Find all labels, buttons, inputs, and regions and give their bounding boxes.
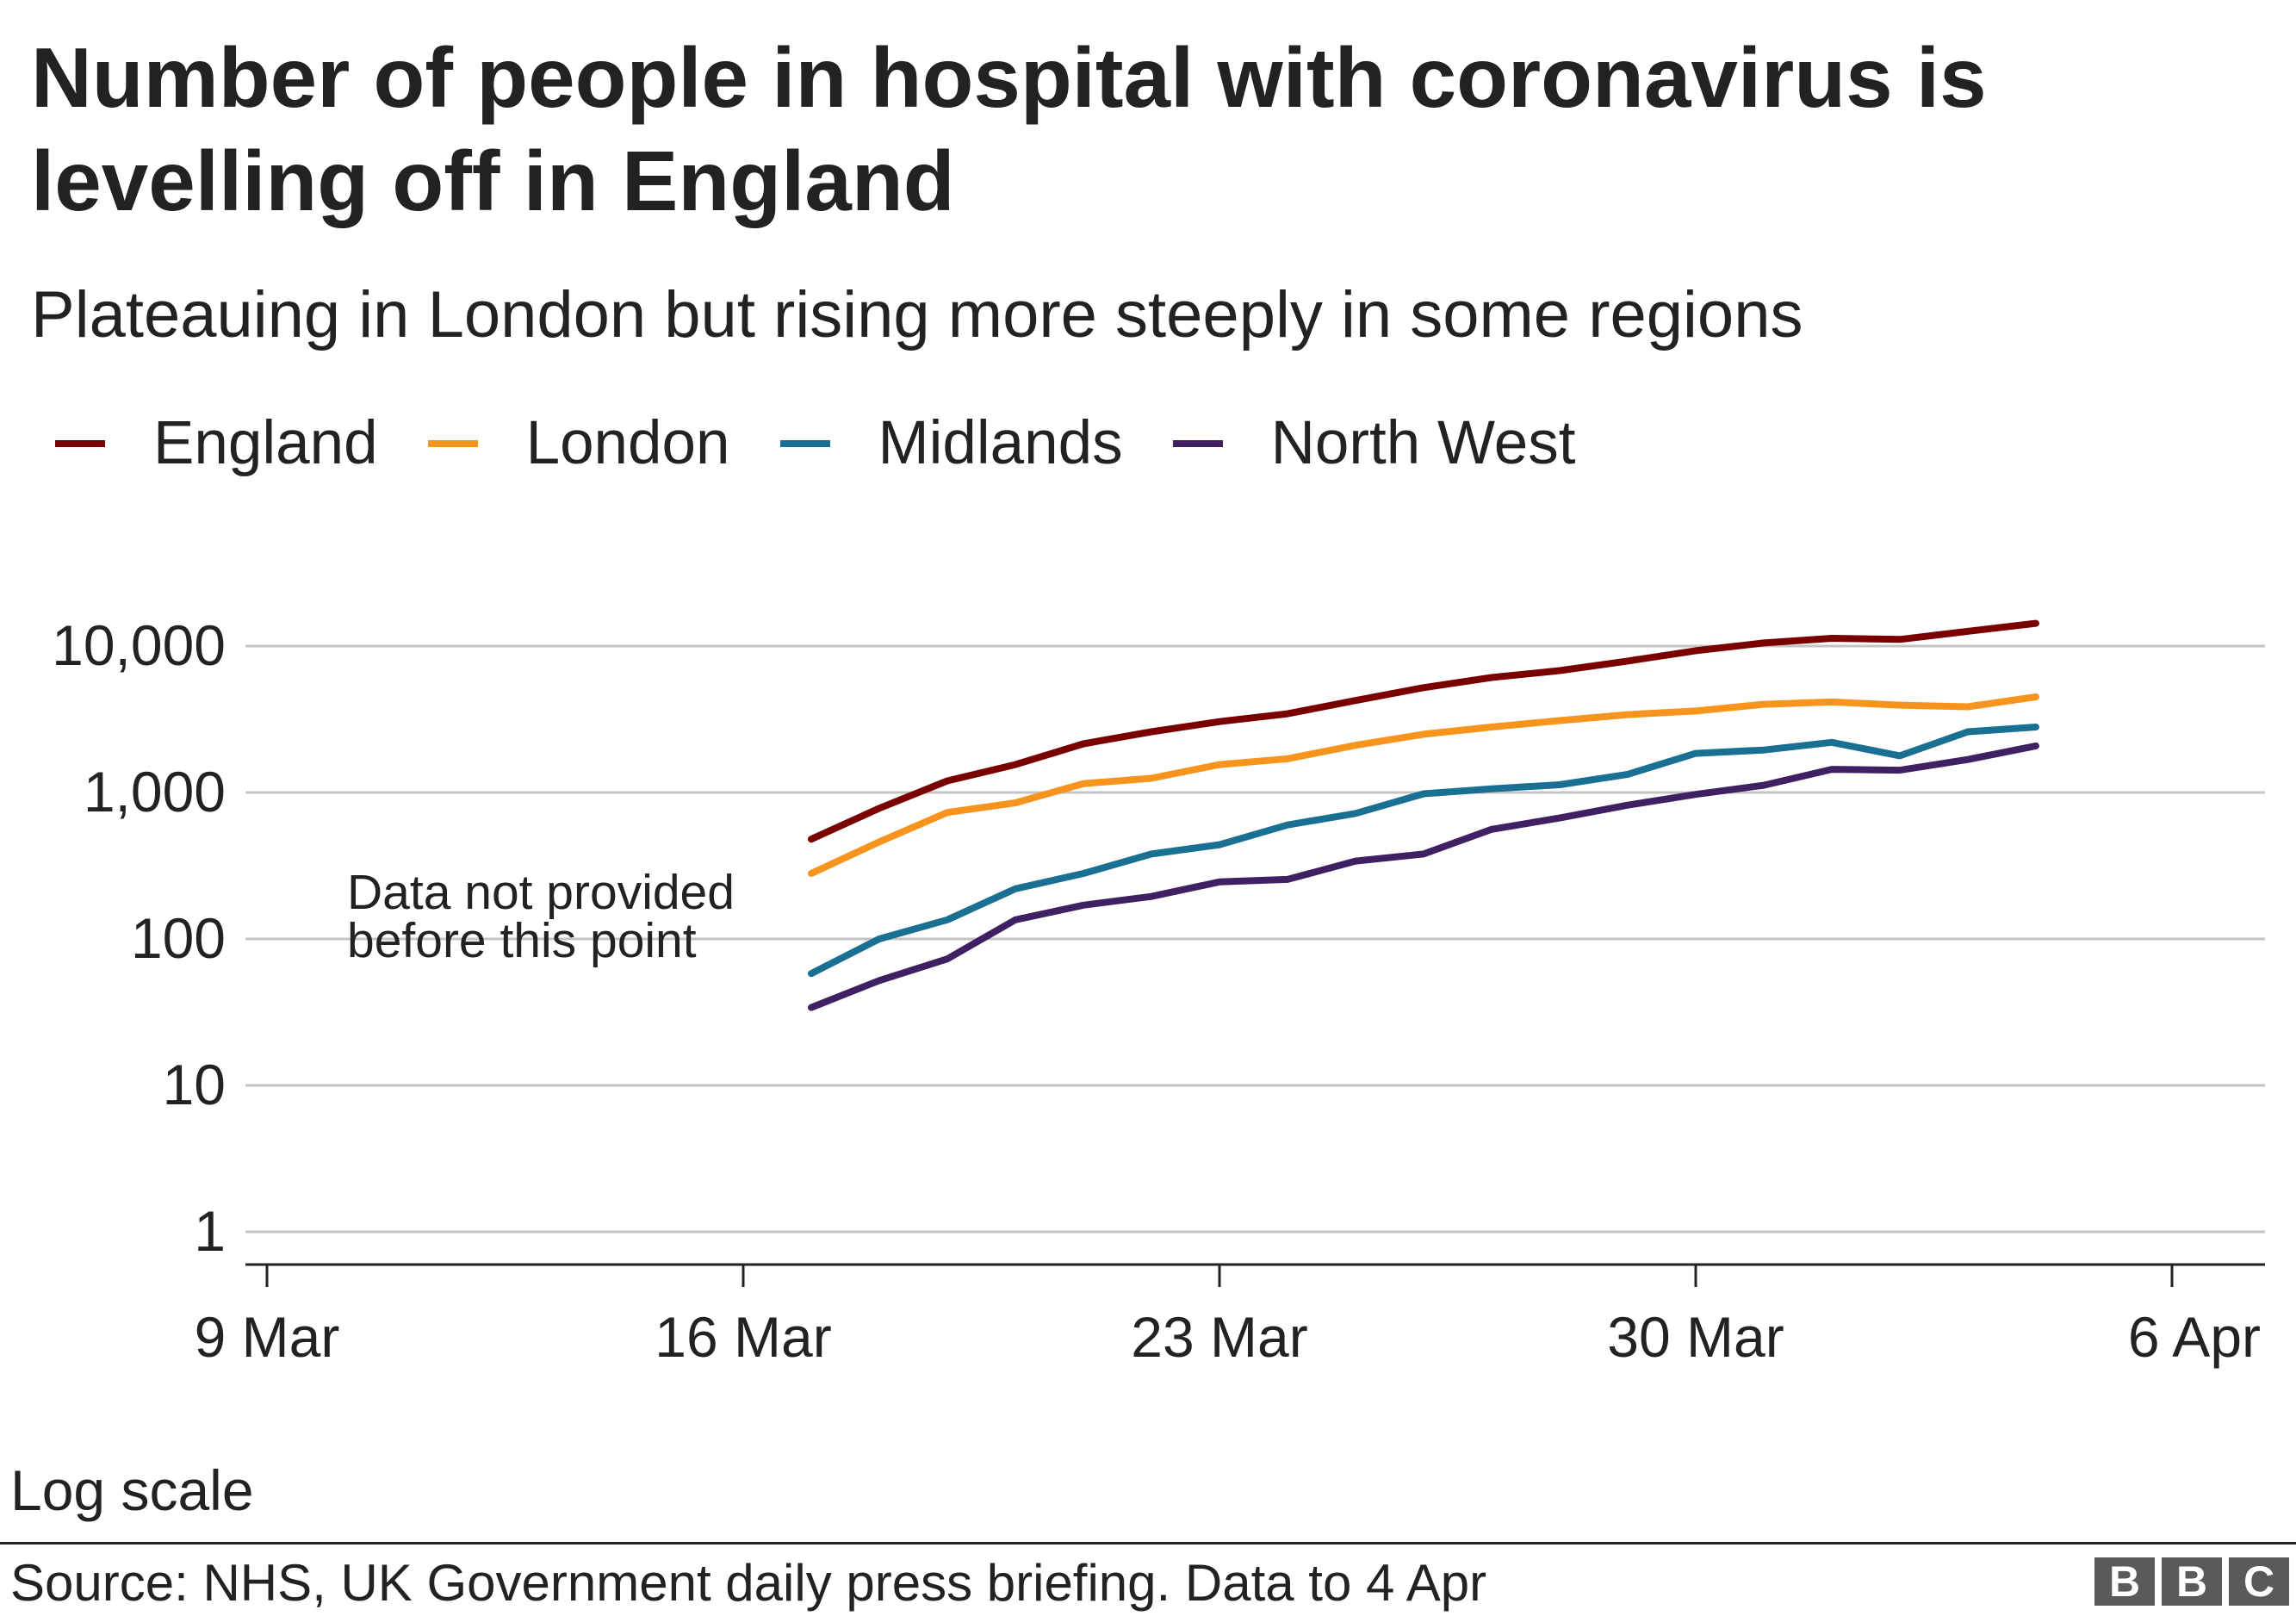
x-tick-label: 9 Mar	[195, 1305, 340, 1369]
y-tick-label: 10	[163, 1053, 226, 1116]
series-line-england	[808, 619, 2039, 843]
legend-swatch-london	[427, 440, 478, 447]
line-chart: 1 10 100 1,000 10,000 9 Mar 16 Mar 23 Mar 30 Ma…	[52, 613, 2265, 1369]
annotation-line: before this point	[347, 913, 697, 968]
series-lines	[808, 619, 2039, 1011]
bbc-logo-letter: B	[2094, 1557, 2155, 1606]
x-tick-label: 23 Mar	[1131, 1305, 1307, 1369]
y-tick-label: 100	[131, 906, 226, 970]
series-line-north-west	[808, 742, 2039, 1011]
annotation-line: Data not provided	[347, 865, 735, 920]
bbc-logo-letter: C	[2229, 1557, 2289, 1606]
annotation-data-not-provided: Data not provided before this point	[347, 865, 735, 968]
gridlines	[245, 644, 2265, 1234]
log-scale-note: Log scale	[10, 1458, 254, 1522]
bbc-logo-letter: B	[2162, 1557, 2222, 1606]
legend-item-london: London	[427, 405, 730, 482]
source-text: Source: NHS, UK Government daily press b…	[10, 1554, 1487, 1612]
legend-label-england: England	[153, 409, 378, 477]
legend-item-england: England	[55, 405, 378, 482]
x-axis: 9 Mar 16 Mar 23 Mar 30 Mar 6 Apr	[195, 1263, 2265, 1369]
legend: England London Midlands North West	[55, 405, 1625, 482]
series-line-midlands	[808, 724, 2039, 978]
chart-subtitle: Plateauing in London but rising more ste…	[31, 278, 1803, 351]
footer-divider	[0, 1542, 2296, 1545]
legend-swatch-england	[55, 440, 105, 447]
bbc-logo: B B C	[2088, 1557, 2289, 1606]
y-axis-tick-labels: 1 10 100 1,000 10,000	[52, 613, 226, 1263]
series-line-london	[808, 693, 2039, 877]
x-tick-label: 16 Mar	[655, 1305, 831, 1369]
y-tick-label: 1,000	[84, 760, 226, 824]
legend-item-midlands: Midlands	[779, 405, 1123, 482]
x-tick-label: 6 Apr	[2128, 1305, 2261, 1369]
legend-label-north-west: North West	[1270, 409, 1576, 477]
legend-label-london: London	[525, 409, 730, 477]
legend-item-north-west: North West	[1172, 405, 1576, 482]
legend-label-midlands: Midlands	[878, 409, 1123, 477]
x-tick-label: 30 Mar	[1607, 1305, 1784, 1369]
y-tick-label: 1	[194, 1199, 226, 1263]
legend-swatch-midlands	[779, 440, 830, 447]
y-tick-label: 10,000	[52, 613, 226, 677]
chart-title: Number of people in hospital with corona…	[31, 30, 1987, 228]
legend-swatch-north-west	[1172, 440, 1223, 447]
